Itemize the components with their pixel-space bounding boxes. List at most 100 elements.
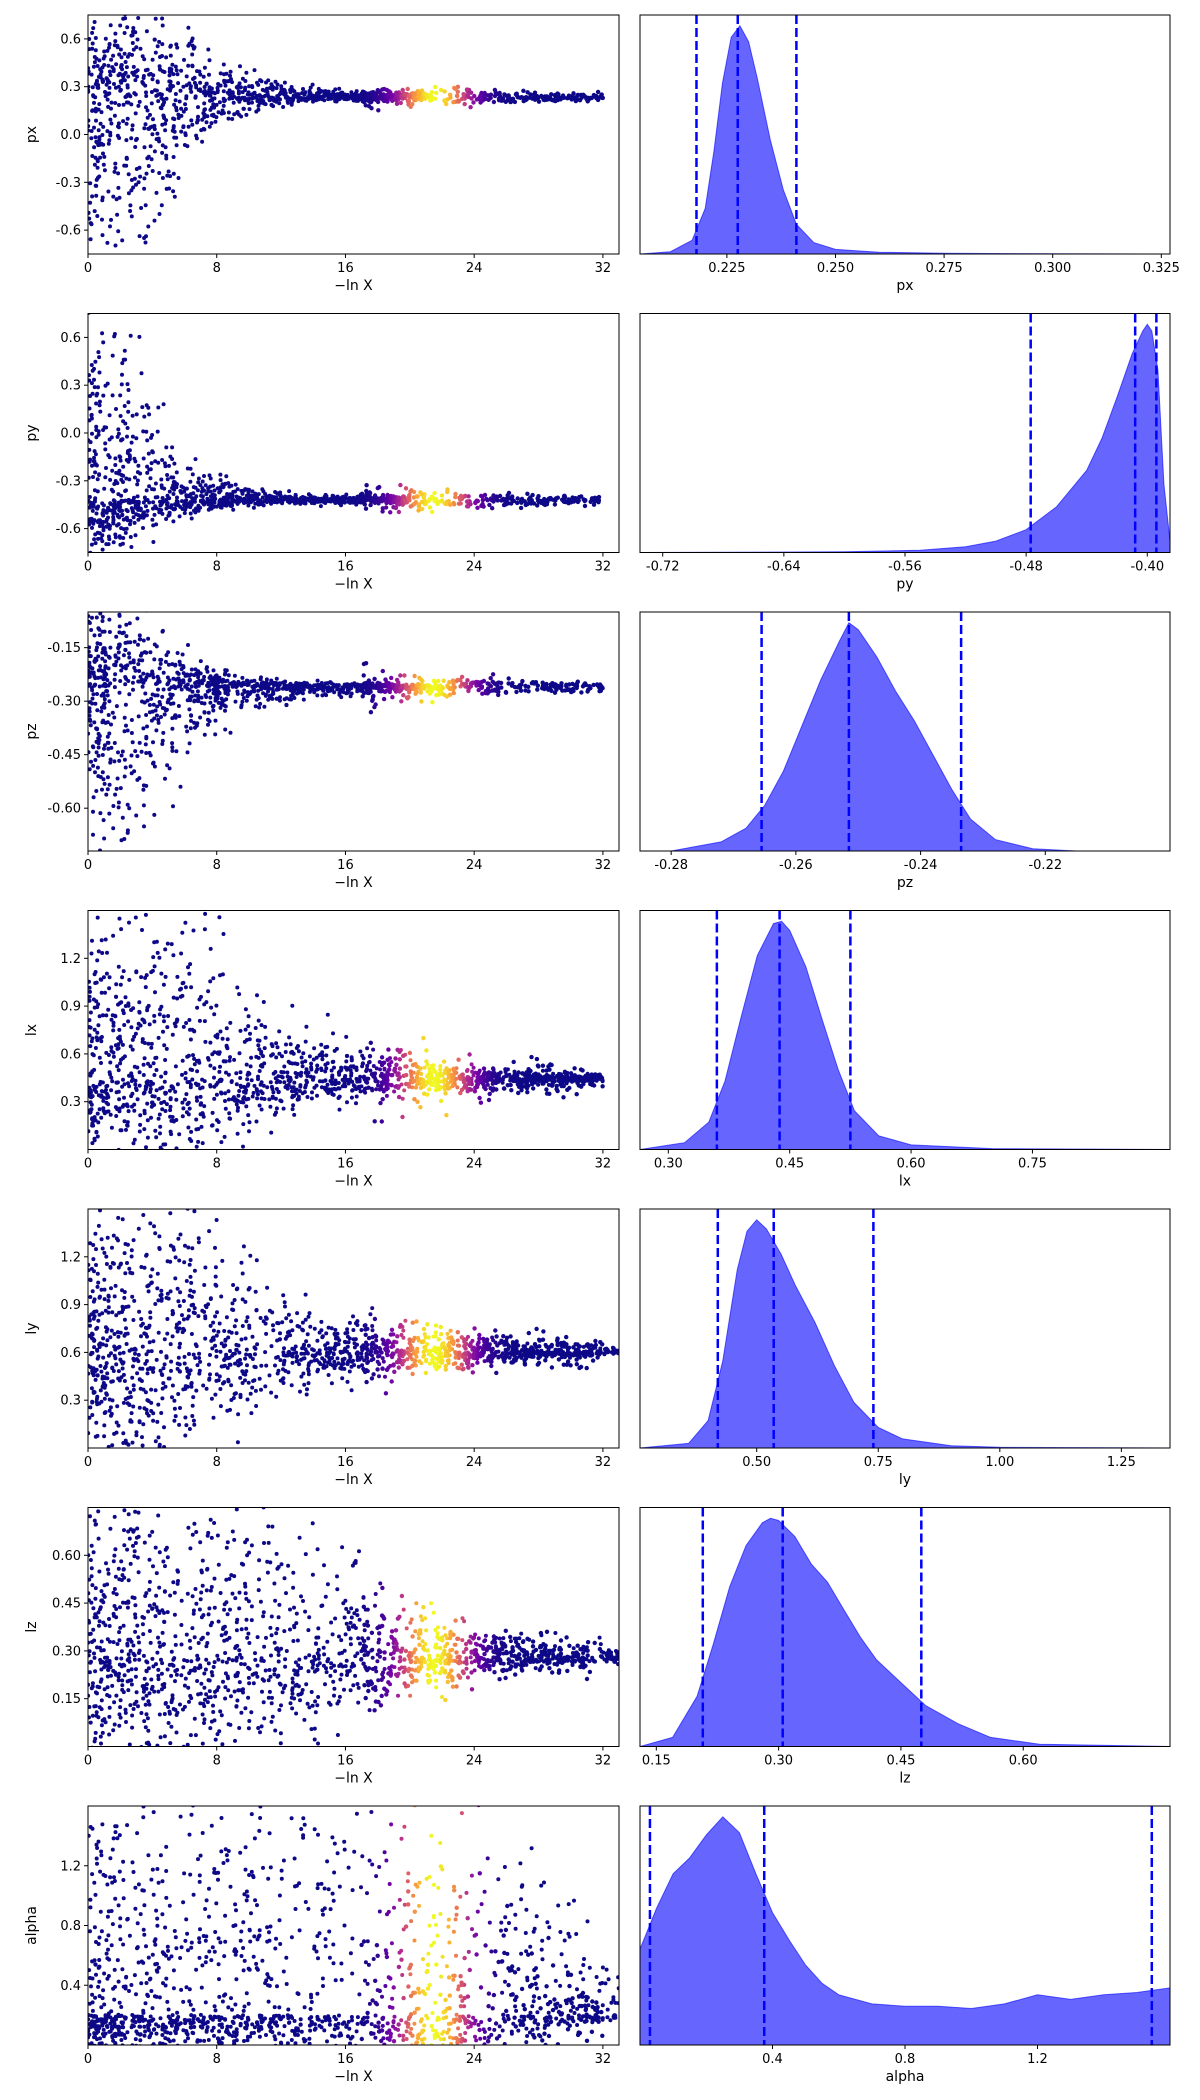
trace-ytick-label: 0.3 — [60, 80, 81, 95]
trace-point — [175, 72, 180, 77]
trace-point — [379, 1071, 384, 1076]
trace-point — [433, 84, 438, 90]
trace-point — [165, 763, 170, 768]
trace-point — [431, 496, 436, 501]
trace-point — [176, 684, 181, 689]
trace-point — [90, 30, 95, 35]
trace-point — [552, 502, 558, 507]
trace-point — [156, 1035, 161, 1040]
trace-point — [284, 1042, 288, 1047]
trace-point — [308, 85, 313, 90]
trace-point — [143, 1084, 148, 1089]
trace-point — [202, 127, 207, 132]
trace-point — [354, 1101, 358, 1106]
trace-point — [226, 688, 231, 693]
kde-area-pz — [671, 622, 1077, 851]
trace-point — [536, 99, 542, 104]
trace-point — [547, 97, 553, 102]
trace-point — [204, 492, 209, 497]
trace-point — [144, 734, 149, 739]
trace-point — [163, 659, 168, 664]
trace-point — [106, 141, 111, 146]
trace-point — [157, 507, 162, 512]
trace-point — [502, 92, 507, 97]
trace-point — [253, 704, 258, 709]
trace-point — [436, 692, 442, 697]
trace-point — [225, 1037, 230, 1042]
trace-point — [518, 499, 524, 504]
trace-point — [206, 710, 211, 715]
trace-point — [160, 176, 165, 180]
trace-xlabel: −ln X — [334, 278, 373, 294]
trace-point — [128, 203, 133, 208]
trace-point — [111, 498, 116, 503]
trace-point — [188, 86, 193, 91]
trace-point — [112, 715, 117, 720]
trace-point — [133, 111, 138, 116]
trace-point — [227, 1111, 232, 1116]
trace-point — [119, 927, 124, 932]
trace-point — [152, 657, 157, 662]
trace-point — [518, 688, 524, 693]
trace-point — [599, 95, 605, 101]
trace-point — [287, 496, 292, 501]
kde-xtick-label: -0.56 — [888, 560, 922, 575]
kde-xtick-label: 0.275 — [925, 261, 962, 276]
trace-point — [196, 1127, 201, 1131]
trace-point — [133, 915, 138, 920]
kde-xtick-label: -0.28 — [654, 858, 688, 873]
trace-point — [97, 102, 102, 107]
trace-point — [344, 1034, 349, 1039]
trace-point — [145, 438, 150, 443]
trace-point — [102, 646, 107, 651]
trace-point — [566, 95, 572, 100]
trace-xtick-label: 8 — [213, 560, 221, 575]
trace-point — [102, 743, 107, 748]
trace-point — [107, 537, 112, 542]
trace-point — [98, 612, 103, 616]
trace-point — [540, 1068, 545, 1073]
trace-point — [241, 1122, 246, 1127]
trace-point — [128, 209, 133, 213]
trace-point — [166, 662, 171, 667]
trace-point — [158, 1131, 162, 1136]
trace-point — [532, 97, 538, 102]
trace-point — [226, 116, 231, 121]
trace-point — [296, 92, 301, 97]
trace-point — [281, 680, 285, 685]
trace-point — [281, 105, 286, 109]
trace-point — [120, 749, 125, 754]
trace-point — [157, 700, 162, 704]
trace-point — [138, 1023, 143, 1028]
trace-point — [90, 938, 94, 943]
trace-point — [217, 1069, 222, 1074]
trace-point — [444, 1066, 449, 1071]
trace-point — [157, 171, 162, 175]
trace-point — [121, 653, 126, 658]
trace-point — [165, 477, 170, 482]
trace-point — [145, 698, 150, 703]
trace-point — [283, 1050, 288, 1054]
trace-point — [208, 93, 213, 98]
trace-point — [204, 1000, 209, 1005]
trace-point — [151, 740, 155, 745]
trace-point — [106, 869, 110, 873]
trace-point — [153, 1128, 158, 1133]
trace-point — [210, 492, 215, 497]
trace-point — [154, 644, 159, 649]
trace-point — [108, 477, 113, 482]
trace-point — [293, 493, 298, 498]
trace-point — [117, 103, 121, 107]
trace-point — [294, 683, 299, 688]
trace-point — [172, 685, 177, 690]
trace-point — [150, 132, 155, 137]
trace-point — [315, 686, 320, 691]
trace-point — [144, 29, 149, 34]
trace-point — [515, 500, 520, 506]
trace-point — [151, 675, 156, 680]
trace-point — [132, 176, 137, 181]
trace-point — [506, 676, 511, 681]
trace-point — [250, 85, 255, 90]
trace-point — [255, 681, 260, 686]
trace-point — [116, 650, 121, 655]
